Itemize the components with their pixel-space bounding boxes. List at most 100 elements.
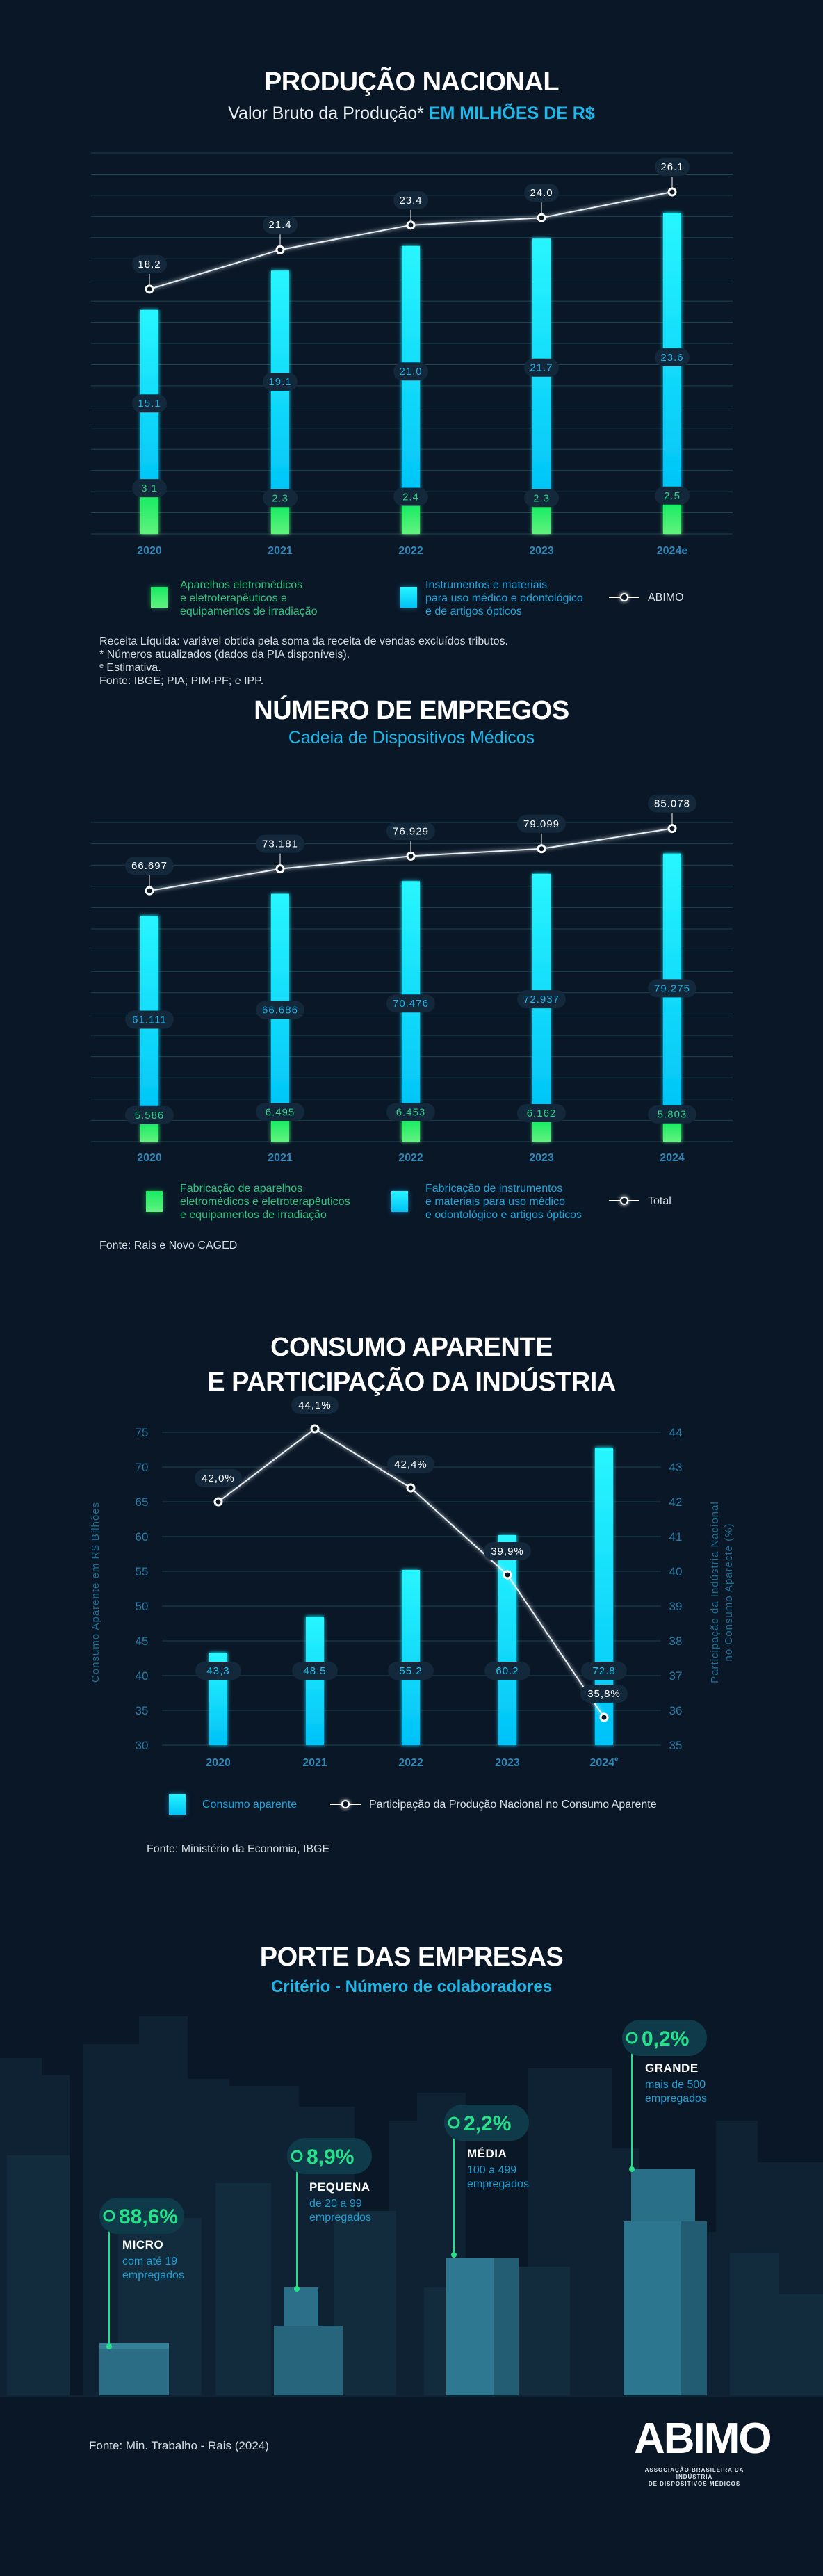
bar-green-label: 6.162 (527, 1108, 557, 1119)
bar-value-label-bg (195, 1662, 241, 1680)
x-tick-label: 2024e (589, 1756, 619, 1769)
media-building-side (494, 2258, 519, 2395)
legend-green-label: Fabricação de aparelhos eletromédicos e … (180, 1182, 350, 1222)
section1-title: PRODUÇÃO NACIONAL (263, 67, 560, 97)
background-building (334, 2211, 396, 2395)
bar-cyan-label-bg (263, 373, 298, 391)
x-tick-label: 2022 (398, 1757, 423, 1769)
subtitle-text: Valor Bruto da Produção* (228, 104, 424, 123)
y2-axis-title-1: Participação da Indústria Nacional (709, 1501, 721, 1683)
section4-subtitle: Critério - Número de colaboradores (270, 1977, 553, 1996)
subtitle-unit: EM MILHÕES DE R$ (428, 104, 595, 123)
line-point-label: 76.929 (393, 825, 429, 837)
bar-green-label: 5.803 (658, 1109, 687, 1121)
x-tick-label: 2021 (302, 1757, 327, 1769)
x-tick-label: 2020 (137, 1152, 162, 1164)
bar-value-label-bg (581, 1662, 627, 1680)
source-note: Fonte: IBGE; PIA; PIM-PF; e IPP. (99, 675, 264, 687)
legend-bar-swatch (169, 1794, 186, 1815)
section4-source: Fonte: Min. Trabalho - Rais (2024) (89, 2439, 269, 2452)
legend-line-label: Participação da Produção Nacional no Con… (369, 1799, 657, 1811)
bar-green-2024e (663, 503, 681, 534)
bar-cyan-label: 61.111 (132, 1014, 167, 1026)
legend-cyan-label: Instrumentos e materiais para uso médico… (425, 578, 583, 618)
line-point-label-bg (580, 1685, 628, 1703)
line-point (145, 284, 154, 294)
x-tick-label: 2020 (137, 545, 162, 557)
x-tick-label: 2023 (529, 1152, 554, 1164)
porte-pequena-name: PEQUENA (309, 2180, 370, 2194)
legend-line: Fabricação de instrumentos (425, 1183, 563, 1194)
y-tick-label: 75 (136, 1426, 149, 1439)
line-point-label: 66.697 (131, 860, 168, 872)
line-point-label: 42,4% (394, 1459, 427, 1471)
line-point (275, 245, 285, 254)
line-point-label: 23.4 (399, 195, 422, 206)
percent-pill-bg (99, 2198, 184, 2234)
line-point (599, 1712, 609, 1722)
bar-green-label-bg (517, 1103, 566, 1122)
ground-line (0, 2395, 823, 2397)
bar-green-2020 (140, 1122, 158, 1142)
line-point (537, 844, 546, 854)
line-point (406, 220, 416, 230)
line-point (275, 864, 285, 874)
line-point-label: 44,1% (298, 1400, 332, 1411)
bar-green-label-bg (393, 487, 428, 506)
legend-line-icon (609, 592, 639, 602)
line-point (406, 851, 416, 861)
chart-2: 61.111 5.586 2020 66.686 6.495 2021 70.476 6.45… (91, 794, 733, 1164)
porte-grande-desc: mais de 500 empregados (645, 2078, 707, 2106)
city-skyline: 88,6% 8,9% 2,2% 0,2% (0, 2016, 823, 2397)
legend-line: eletromédicos e eletroterapêuticos (180, 1196, 350, 1208)
bar-value-label: 43,3 (206, 1665, 229, 1677)
bar-cyan-label: 21.0 (399, 366, 422, 378)
porte-callout-micro: 88,6% (99, 2198, 184, 2349)
desc-line: mais de 500 (645, 2079, 706, 2091)
callout-ring-icon (291, 2150, 303, 2162)
logo-tagline-2: DE DISPOSITIVOS MÉDICOS (648, 2481, 741, 2487)
bar-value-label: 48.5 (303, 1665, 326, 1677)
bar-cyan-label: 70.476 (393, 998, 429, 1010)
porte-percent: 88,6% (119, 2205, 178, 2228)
micro-building (99, 2347, 169, 2395)
logo-tagline-1: ASSOCIAÇÃO BRASILEIRA DA INDÚSTRIA (644, 2467, 744, 2480)
bar-green-label-bg (648, 1105, 696, 1124)
line-point-label: 39,9% (491, 1546, 524, 1557)
y2-tick-label: 43 (669, 1461, 683, 1474)
y-tick-label: 50 (136, 1600, 149, 1613)
pequena-building-base (274, 2326, 343, 2395)
bar-green-label-bg (256, 1103, 304, 1121)
bar-cyan-label-bg (256, 1001, 304, 1019)
bar-value-label: 55.2 (399, 1665, 422, 1677)
bar-cyan-label: 21.7 (530, 362, 553, 374)
desc-line: empregados (122, 2269, 184, 2281)
bar-cyan-label-bg (648, 979, 696, 998)
chart-1: 15.1 3.1 2020 19.1 2.3 2021 21.0 2.4 2022 21.7 2.3… (91, 152, 733, 557)
legend-cyan-label: Fabricação de instrumentos e materiais p… (425, 1182, 582, 1222)
line-point-label-bg (386, 822, 435, 841)
background-building (7, 2155, 70, 2395)
y2-axis-title-2: no Consumo Aparecte (%) (723, 1523, 735, 1662)
x-tick-label: 2024e (657, 545, 688, 557)
bar-cyan-label: 15.1 (138, 398, 161, 410)
legend-line: equipamentos de irradiação (180, 606, 318, 617)
section2-title: NÚMERO DE EMPREGOS (254, 696, 569, 725)
legend-line-label: Total (648, 1195, 671, 1207)
section1-notes: Receita Líquida: variável obtida pela so… (99, 635, 508, 688)
legend-line: e de artigos ópticos (425, 606, 522, 617)
bar-green-label-bg (524, 489, 559, 508)
line-point-label: 24.0 (530, 187, 553, 199)
bar-green-2022 (402, 1119, 420, 1142)
desc-line: de 20 a 99 (309, 2198, 362, 2210)
bar-value-label-bg (292, 1662, 338, 1680)
legend-bar-label: Consumo aparente (202, 1799, 298, 1811)
y-tick-label: 60 (136, 1530, 149, 1544)
line-point-label-bg (256, 834, 304, 853)
y2-tick-label: 44 (669, 1426, 683, 1439)
line-point (667, 187, 677, 197)
legend-cyan-swatch (400, 587, 417, 608)
line-point-label: 21.4 (268, 219, 291, 231)
line-point-label: 85.078 (654, 798, 690, 810)
